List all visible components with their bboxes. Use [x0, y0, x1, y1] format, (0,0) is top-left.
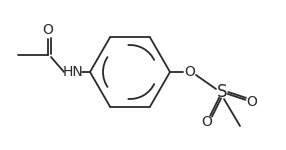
Text: O: O — [247, 95, 257, 109]
Text: O: O — [43, 23, 53, 37]
Text: HN: HN — [63, 65, 84, 79]
Text: O: O — [184, 65, 195, 79]
Text: S: S — [217, 83, 227, 101]
Text: O: O — [202, 115, 212, 129]
